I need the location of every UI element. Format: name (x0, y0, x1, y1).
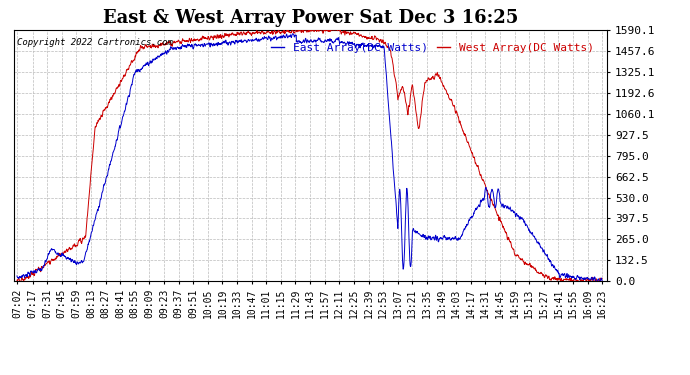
Text: Copyright 2022 Cartronics.com: Copyright 2022 Cartronics.com (17, 38, 172, 46)
Legend: East Array(DC Watts), West Array(DC Watts): East Array(DC Watts), West Array(DC Watt… (266, 38, 599, 57)
Title: East & West Array Power Sat Dec 3 16:25: East & West Array Power Sat Dec 3 16:25 (103, 9, 518, 27)
